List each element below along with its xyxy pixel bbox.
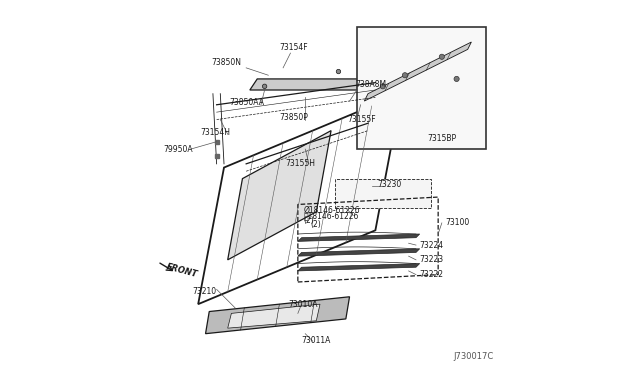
Text: 73222: 73222 bbox=[420, 270, 444, 279]
Circle shape bbox=[380, 84, 385, 89]
Text: 73850P: 73850P bbox=[280, 113, 308, 122]
Polygon shape bbox=[298, 234, 420, 241]
Text: 73210: 73210 bbox=[193, 287, 217, 296]
Text: 73850N: 73850N bbox=[211, 58, 241, 67]
Text: Ø18146-61226
(2): Ø18146-61226 (2) bbox=[303, 206, 360, 225]
Text: 73155H: 73155H bbox=[285, 159, 315, 169]
Circle shape bbox=[366, 103, 370, 107]
Polygon shape bbox=[335, 179, 431, 208]
Text: (2): (2) bbox=[310, 220, 321, 229]
Polygon shape bbox=[298, 263, 420, 271]
Text: 73155F: 73155F bbox=[348, 115, 376, 124]
Polygon shape bbox=[298, 249, 420, 256]
Text: 73224: 73224 bbox=[420, 241, 444, 250]
Text: 73100: 73100 bbox=[445, 218, 470, 227]
Circle shape bbox=[262, 84, 267, 89]
Text: FRONT: FRONT bbox=[165, 262, 198, 279]
Circle shape bbox=[377, 132, 381, 137]
Text: 79950A: 79950A bbox=[163, 145, 193, 154]
Text: 73154F: 73154F bbox=[280, 43, 308, 52]
Text: 738A8M: 738A8M bbox=[355, 80, 386, 89]
Circle shape bbox=[454, 76, 459, 81]
Polygon shape bbox=[228, 131, 331, 260]
Text: 73154H: 73154H bbox=[200, 128, 230, 137]
Polygon shape bbox=[364, 42, 472, 101]
Circle shape bbox=[403, 73, 408, 78]
Text: ⒳18146-61226: ⒳18146-61226 bbox=[303, 211, 359, 220]
FancyBboxPatch shape bbox=[357, 27, 486, 149]
Text: 73010A: 73010A bbox=[289, 300, 318, 309]
Text: 7315BP: 7315BP bbox=[427, 134, 456, 142]
Circle shape bbox=[439, 54, 444, 60]
Polygon shape bbox=[205, 297, 349, 334]
Polygon shape bbox=[228, 304, 320, 328]
Text: 73223: 73223 bbox=[420, 255, 444, 264]
Text: 73850AA: 73850AA bbox=[230, 99, 264, 108]
Polygon shape bbox=[250, 79, 394, 90]
Circle shape bbox=[336, 69, 340, 74]
Text: 73230: 73230 bbox=[377, 180, 401, 189]
Text: J730017C: J730017C bbox=[453, 352, 493, 361]
Text: 73011A: 73011A bbox=[301, 336, 331, 345]
